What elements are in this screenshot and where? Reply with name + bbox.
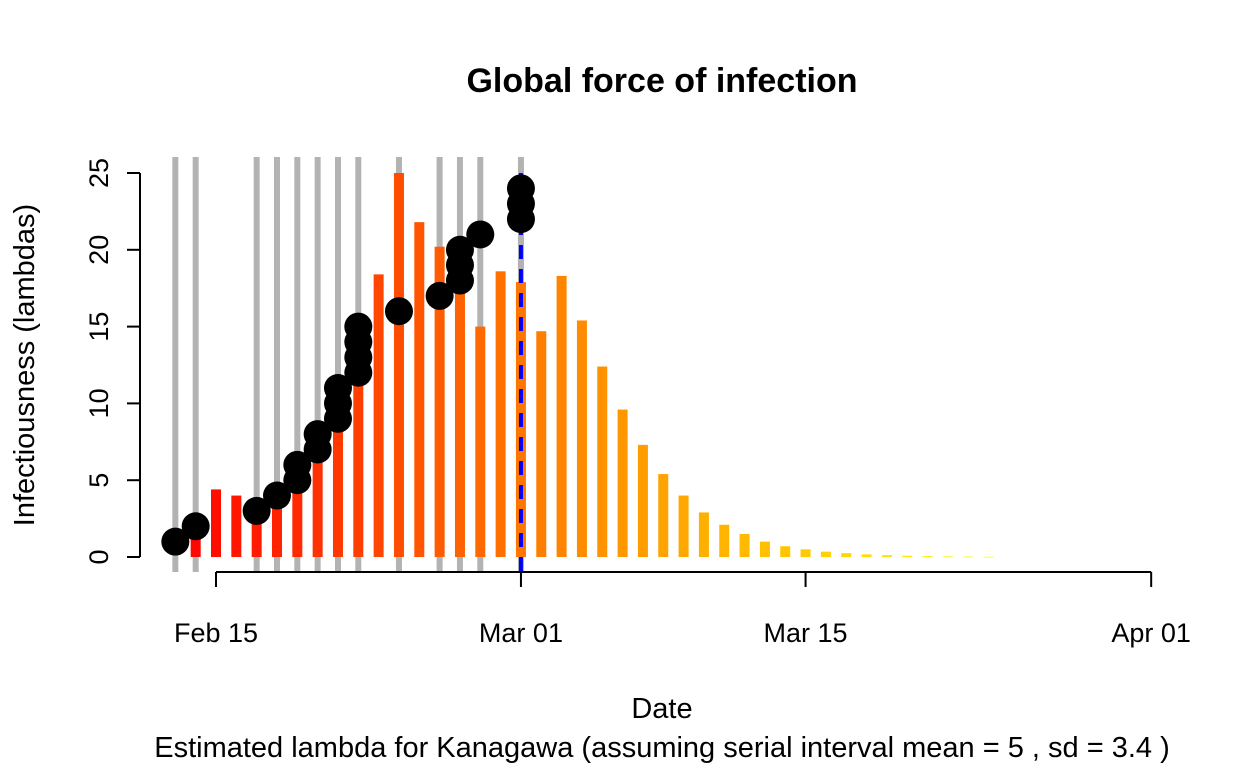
lambda-bar bbox=[475, 326, 486, 557]
lambda-bar bbox=[759, 541, 770, 557]
lambda-bar bbox=[536, 331, 547, 557]
lambda-bar bbox=[414, 222, 425, 558]
x-axis: Feb 15 Mar 01 Mar 15 Apr 01 bbox=[174, 571, 1191, 648]
y-tick-label: 5 bbox=[84, 473, 114, 488]
lambda-bar bbox=[292, 472, 303, 557]
lambda-bar bbox=[800, 549, 811, 557]
lambda-bar bbox=[353, 351, 364, 557]
x-tick-label: Feb 15 bbox=[174, 618, 258, 648]
y-axis: 0 5 10 15 20 25 bbox=[84, 158, 141, 565]
x-tick-label: Apr 01 bbox=[1111, 618, 1191, 648]
lambda-bars bbox=[190, 173, 994, 558]
y-tick-label: 0 bbox=[84, 549, 114, 564]
case-point bbox=[323, 374, 352, 403]
lambda-bar bbox=[393, 173, 404, 557]
lambda-bar bbox=[617, 409, 628, 557]
lambda-bar bbox=[211, 489, 221, 557]
lambda-bar bbox=[963, 556, 974, 558]
y-tick-label: 10 bbox=[84, 388, 114, 418]
cumulative-case-points bbox=[161, 174, 535, 556]
lambda-bar bbox=[597, 366, 608, 557]
y-tick-label: 20 bbox=[84, 235, 114, 265]
lambda-bar bbox=[841, 553, 852, 557]
lambda-bar bbox=[576, 320, 587, 557]
lambda-bar bbox=[881, 555, 892, 557]
lambda-bar bbox=[373, 274, 384, 557]
case-point bbox=[425, 281, 454, 310]
lambda-bar bbox=[698, 512, 709, 557]
lambda-bar bbox=[454, 288, 465, 557]
lambda-bar bbox=[820, 551, 831, 557]
lambda-bar bbox=[942, 556, 953, 558]
case-point bbox=[303, 420, 332, 449]
x-tick-label: Mar 01 bbox=[479, 618, 563, 648]
lambda-bar bbox=[719, 524, 730, 557]
lambda-bar bbox=[658, 474, 669, 557]
lambda-bar bbox=[312, 441, 323, 557]
lambda-bar bbox=[637, 444, 648, 557]
lambda-bar bbox=[190, 530, 201, 557]
chart-title: Global force of infection bbox=[466, 62, 857, 100]
chart-subtitle: Estimated lambda for Kanagawa (assuming … bbox=[154, 732, 1170, 764]
lambda-bar bbox=[332, 400, 343, 557]
lambda-bar bbox=[861, 554, 872, 557]
case-point bbox=[506, 174, 535, 203]
y-axis-label: Infectiousness (lambdas) bbox=[9, 204, 41, 526]
case-point bbox=[262, 481, 291, 510]
case-point bbox=[384, 297, 413, 326]
lambda-bar bbox=[739, 533, 750, 557]
case-point bbox=[283, 450, 312, 479]
lambda-bar bbox=[251, 506, 262, 557]
case-point bbox=[466, 220, 495, 249]
lambda-bar bbox=[271, 503, 282, 557]
case-point bbox=[344, 312, 373, 341]
lambda-bar bbox=[902, 555, 913, 557]
y-tick-label: 15 bbox=[84, 312, 114, 342]
case-point bbox=[161, 527, 190, 556]
case-point bbox=[181, 512, 210, 541]
lambda-bar bbox=[983, 556, 994, 558]
lambda-bar bbox=[231, 495, 242, 557]
y-tick-label: 25 bbox=[84, 158, 114, 188]
x-tick-label: Mar 15 bbox=[764, 618, 848, 648]
lambda-bar bbox=[556, 275, 567, 557]
lambda-bar bbox=[434, 246, 445, 557]
lambda-bar bbox=[780, 546, 791, 557]
case-point bbox=[445, 235, 474, 264]
lambda-bar bbox=[495, 271, 506, 557]
case-point bbox=[242, 496, 271, 525]
x-axis-label: Date bbox=[631, 693, 692, 725]
lambda-bar bbox=[678, 495, 689, 557]
lambda-bar bbox=[922, 556, 933, 557]
